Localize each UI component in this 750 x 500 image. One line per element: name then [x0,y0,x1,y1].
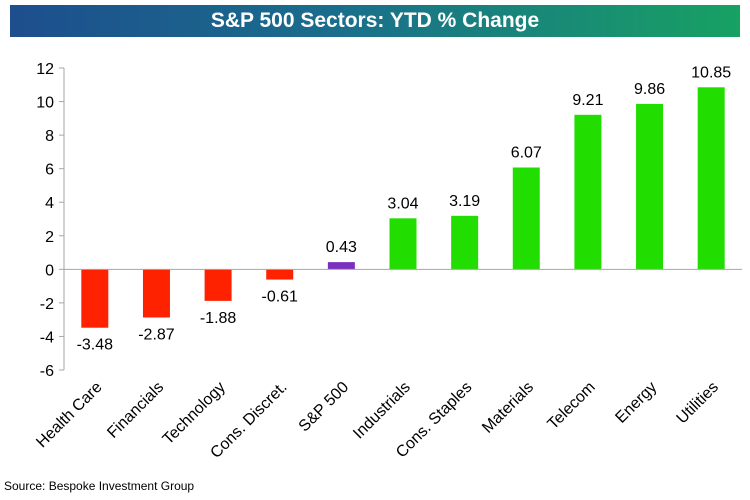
bar [142,269,170,318]
bar [512,167,540,270]
y-tick-label: 10 [36,95,54,112]
data-label: 10.85 [691,64,731,81]
category-label: Utilities [674,379,722,427]
title-bar: S&P 500 Sectors: YTD % Change [10,5,740,37]
data-label: 9.21 [572,92,603,109]
category-label: Industrials [350,379,414,443]
category-label: Energy [613,379,661,427]
data-label: -0.61 [261,289,298,306]
data-label: -1.88 [200,310,237,327]
category-label: Materials [479,379,537,437]
bar [266,269,294,280]
data-label: -2.87 [138,326,175,343]
y-tick-label: -4 [40,329,54,346]
bar [451,215,479,270]
bar [697,87,725,270]
y-tick-label: 6 [45,162,54,179]
sector-bar-chart: -6 -4 -2 0 2 4 6 8 10 12 -3.48 Health Care -2.87 Fina… [33,61,742,462]
data-label: 0.43 [326,239,357,256]
data-label: 3.19 [449,193,480,210]
category-label: Financials [104,379,167,442]
y-tick-label: 0 [45,262,54,279]
source-note: Source: Bespoke Investment Group [4,479,195,493]
y-tick-label: -2 [40,296,54,313]
bar [389,218,417,270]
data-label: -3.48 [77,337,114,354]
y-tick-label: 2 [45,229,54,246]
bar [574,114,602,270]
data-label: 3.04 [387,195,418,212]
bar [327,262,355,270]
bar [204,269,232,301]
y-tick-label: 4 [45,195,54,212]
y-tick-label: 8 [45,128,54,145]
chart-title: S&P 500 Sectors: YTD % Change [210,9,540,32]
category-label: Health Care [33,379,105,451]
category-label: S&P 500 [296,379,353,436]
y-tick-label: 12 [36,61,54,78]
bar [81,269,109,328]
category-label: Telecom [545,379,599,433]
data-label: 9.86 [634,81,665,98]
y-tick-label: -6 [40,363,54,380]
bar [636,103,664,270]
data-label: 6.07 [511,144,542,161]
